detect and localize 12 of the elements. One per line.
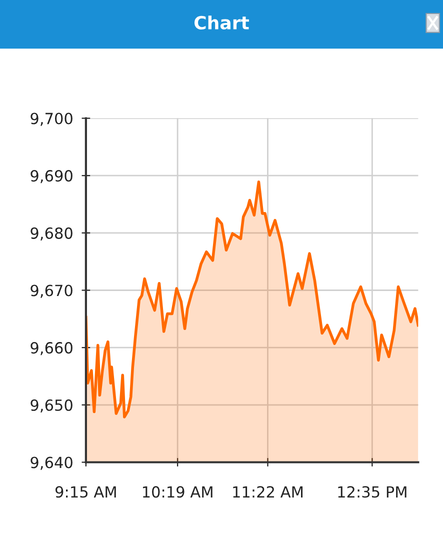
x-tick-label: 9:15 AM	[56, 486, 116, 498]
x-tick-label: 12:35 PM	[338, 486, 406, 498]
y-tick-label: 9,640	[30, 456, 72, 470]
y-tick-label: 9,670	[30, 284, 72, 298]
y-tick-label: 9,660	[30, 342, 72, 356]
y-tick-label: 9,690	[30, 170, 72, 184]
chart-title: Chart	[194, 16, 249, 30]
y-tick-label: 9,700	[30, 112, 72, 126]
x-tick-label: 11:22 AM	[233, 486, 303, 498]
x-tick-label: 10:19 AM	[142, 486, 212, 498]
y-tick-label: 9,680	[30, 227, 72, 240]
y-tick-label: 9,650	[30, 399, 72, 412]
